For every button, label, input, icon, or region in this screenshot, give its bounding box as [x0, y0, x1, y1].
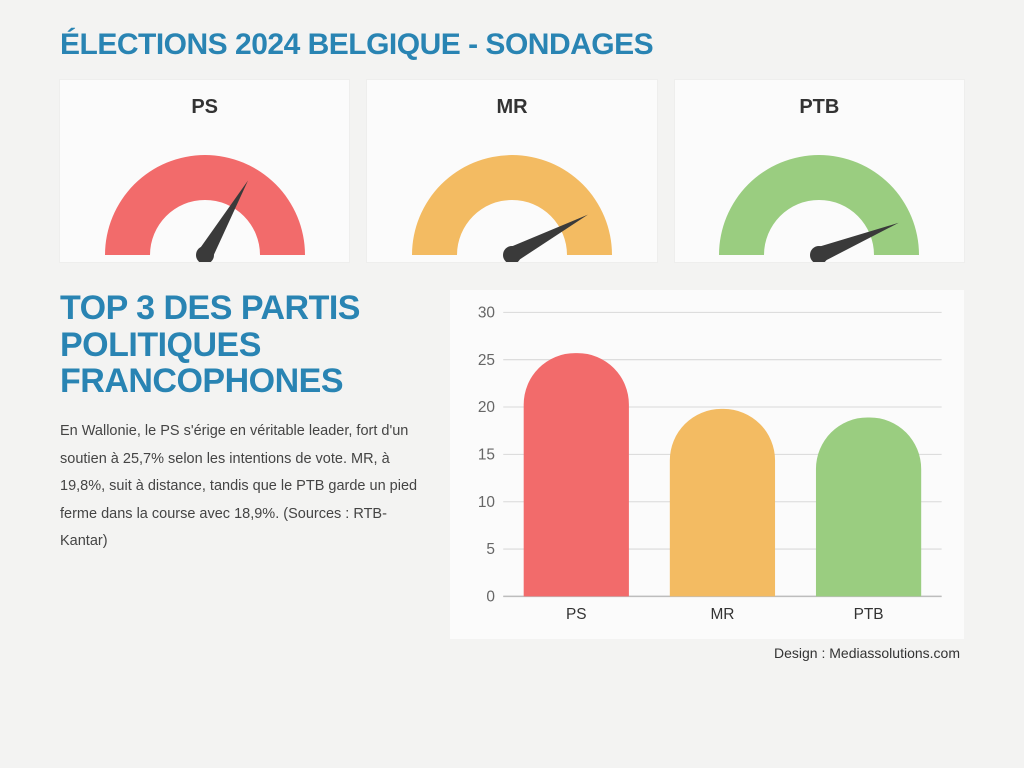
gauge-label: MR [496, 96, 527, 119]
bar-chart: 0 5 10 15 20 25 30 PS MR PTB [450, 290, 964, 639]
gauge-card: PS [60, 80, 349, 262]
design-credit: Design : Mediassolutions.com [774, 645, 964, 661]
page-title: ÉLECTIONS 2024 BELGIQUE - SONDAGES [60, 28, 964, 62]
svg-text:10: 10 [478, 494, 495, 511]
svg-text:5: 5 [486, 541, 495, 558]
svg-text:15: 15 [478, 447, 495, 464]
lower-section: TOP 3 DES PARTIS POLITIQUES FRANCOPHONES… [60, 290, 964, 661]
gauge-label: PTB [799, 96, 839, 119]
gauge-card: PTB [675, 80, 964, 262]
svg-text:30: 30 [478, 304, 495, 321]
gauge-row: PS MR PTB [60, 80, 964, 262]
body-paragraph: En Wallonie, le PS s'érige en véritable … [60, 418, 420, 556]
svg-text:PTB: PTB [854, 606, 884, 623]
gauge-icon [704, 137, 934, 262]
section-subhead: TOP 3 DES PARTIS POLITIQUES FRANCOPHONES [60, 290, 420, 400]
gauge-card: MR [367, 80, 656, 262]
gauge-icon [397, 137, 627, 262]
text-column: TOP 3 DES PARTIS POLITIQUES FRANCOPHONES… [60, 290, 420, 661]
svg-text:0: 0 [486, 589, 495, 606]
svg-text:PS: PS [566, 606, 587, 623]
svg-text:MR: MR [710, 606, 734, 623]
gauge-icon [90, 137, 320, 262]
chart-column: 0 5 10 15 20 25 30 PS MR PTB Design : Mediassolut… [450, 290, 964, 661]
svg-text:25: 25 [478, 352, 495, 369]
gauge-label: PS [191, 96, 218, 119]
svg-text:20: 20 [478, 399, 495, 416]
